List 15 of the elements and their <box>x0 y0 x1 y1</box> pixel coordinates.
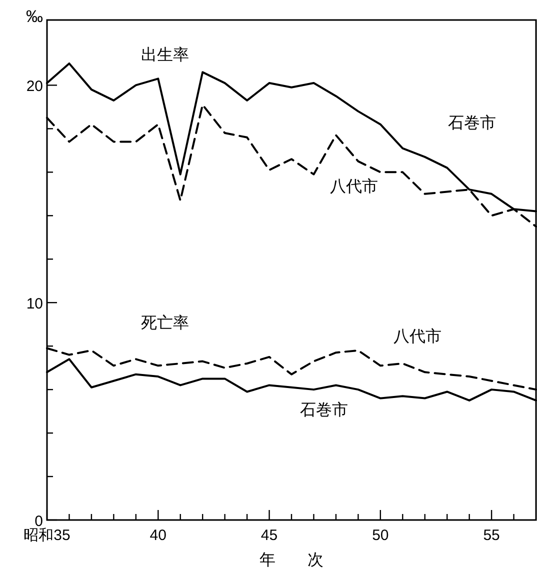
series-label: 石巻市 <box>448 114 496 132</box>
series-label: 八代市 <box>330 178 378 196</box>
series-label: 八代市 <box>394 328 442 346</box>
xtick-label: 50 <box>372 527 389 544</box>
annotation: 出生率 <box>141 47 189 64</box>
ytick-label: 10 <box>26 296 43 313</box>
xtick-label: 昭和35 <box>24 527 70 544</box>
series-label: 石巻市 <box>300 402 348 420</box>
xlabel: 年 次 <box>260 552 324 569</box>
xtick-label: 45 <box>260 527 278 544</box>
xtick-label: 55 <box>483 527 500 544</box>
ylabel: ‰ <box>26 7 43 26</box>
annotation: 死亡率 <box>141 315 189 332</box>
xtick-label: 40 <box>150 527 166 544</box>
ytick-label: 20 <box>26 78 43 96</box>
